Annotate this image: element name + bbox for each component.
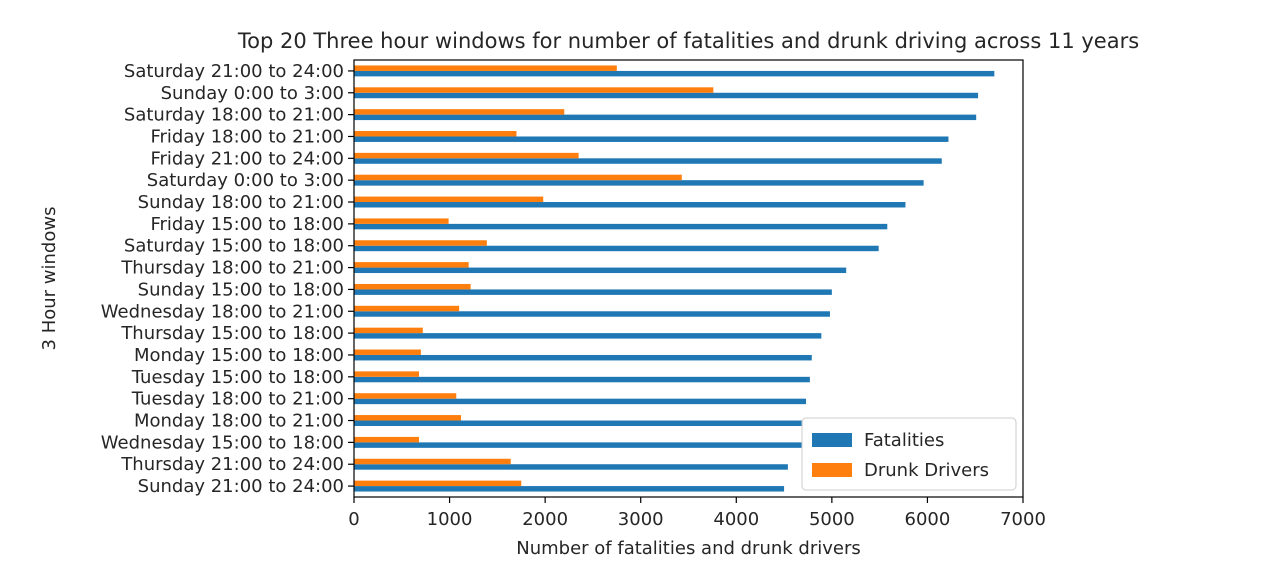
y-tick-label: Monday 15:00 to 18:00 [134,345,344,366]
x-tick-label: 0 [348,509,359,530]
bar-drunk-drivers [354,393,457,399]
y-tick-label: Saturday 15:00 to 18:00 [124,236,344,257]
y-tick-label: Friday 18:00 to 21:00 [150,126,344,147]
y-tick-label: Tuesday 18:00 to 21:00 [131,389,344,410]
y-axis-label: 3 Hour windows [39,207,60,351]
legend-box [801,417,1017,491]
bar-fatalities [354,289,832,295]
y-tick-label: Saturday 18:00 to 21:00 [124,105,344,126]
bar-drunk-drivers [354,436,419,443]
y-tick-label: Saturday 0:00 to 3:00 [147,170,344,191]
legend-swatch-drunk-drivers [812,463,852,477]
bar-drunk-drivers [354,262,469,268]
bar-fatalities [354,202,906,208]
y-tick-label: Saturday 21:00 to 24:00 [124,61,344,82]
y-tick-label: Wednesday 18:00 to 21:00 [101,301,344,322]
bar-drunk-drivers [354,152,579,159]
y-tick-label: Sunday 15:00 to 18:00 [138,279,344,300]
bar-drunk-drivers [354,305,460,312]
y-tick-label: Tuesday 15:00 to 18:00 [131,367,344,388]
bar-fatalities [354,311,830,317]
x-tick-label: 4000 [713,509,759,530]
bar-fatalities [354,136,949,142]
legend: Fatalities Drunk Drivers [801,417,1017,491]
bar-drunk-drivers [354,283,471,290]
x-tick-label: 3000 [618,509,664,530]
bar-fatalities [354,180,924,186]
y-tick-label: Thursday 21:00 to 24:00 [120,454,344,475]
bar-fatalities [354,267,847,274]
bar-fatalities [354,398,807,405]
bar-fatalities [354,92,979,99]
legend-swatch-fatalities [812,433,852,447]
bar-fatalities [354,223,888,230]
bar-drunk-drivers [354,371,419,377]
y-tick-label: Sunday 21:00 to 24:00 [138,476,344,497]
bar-fatalities [354,70,995,77]
bar-fatalities [354,442,803,448]
bar-drunk-drivers [354,87,714,93]
bar-drunk-drivers [354,349,421,355]
bar-fatalities [354,354,812,361]
bar-fatalities [354,376,810,383]
bar-drunk-drivers [354,131,517,137]
y-tick-label: Friday 15:00 to 18:00 [150,214,344,235]
bar-drunk-drivers [354,480,522,487]
x-tick-label: 5000 [809,509,855,530]
bar-fatalities [354,420,804,426]
bar-drunk-drivers [354,327,423,334]
y-tick-label: Sunday 18:00 to 21:00 [138,192,344,213]
x-tick-label: 2000 [522,509,568,530]
bar-drunk-drivers [354,174,682,181]
bar-drunk-drivers [354,109,565,115]
y-tick-label: Sunday 0:00 to 3:00 [161,83,344,104]
chart-title: Top 20 Three hour windows for number of … [237,29,1139,53]
plot-frame [353,59,1024,498]
bar-fatalities [354,158,942,164]
y-tick-label: Wednesday 15:00 to 18:00 [101,432,344,453]
x-tick-label: 1000 [427,509,473,530]
bar-drunk-drivers [354,240,487,246]
legend-label-drunk-drivers: Drunk Drivers [864,460,989,481]
bar-fatalities [354,464,788,470]
bar-drunk-drivers [354,218,449,224]
bar-fatalities [354,114,977,121]
bar-drunk-drivers [354,458,511,465]
y-tick-label: Monday 18:00 to 21:00 [134,411,344,432]
bar-fatalities [354,486,785,492]
x-tick-label: 6000 [905,509,951,530]
y-tick-label: Thursday 18:00 to 21:00 [120,258,344,279]
y-tick-label: Friday 21:00 to 24:00 [150,148,344,169]
x-tick-label: 7000 [1000,509,1046,530]
bar-drunk-drivers [354,415,462,421]
bar-drunk-drivers [354,65,617,71]
bar-drunk-drivers [354,196,544,203]
y-tick-label: Thursday 15:00 to 18:00 [120,323,344,344]
bar-fatalities [354,245,879,252]
legend-label-fatalities: Fatalities [864,430,944,451]
x-axis-label: Number of fatalities and drunk drivers [516,538,861,559]
bar-fatalities [354,333,822,339]
